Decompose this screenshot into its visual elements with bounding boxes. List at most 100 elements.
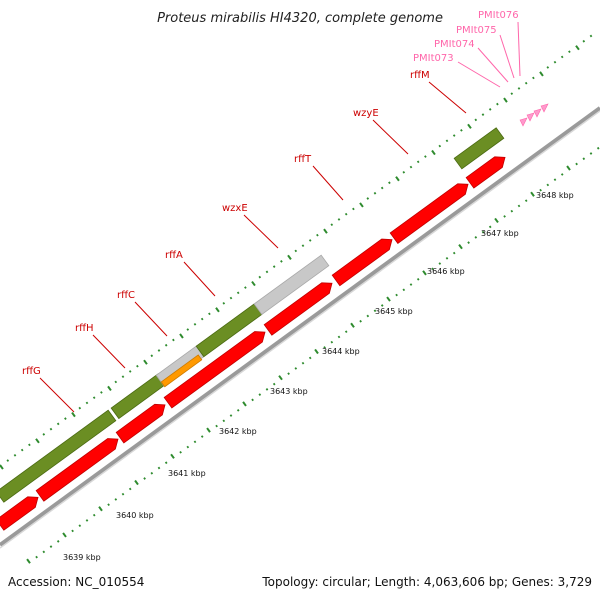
scale-tick xyxy=(229,414,233,417)
cds-track xyxy=(0,156,506,531)
scale-tick xyxy=(244,286,247,289)
scale-tick xyxy=(460,129,463,132)
scale-tick xyxy=(49,427,53,431)
scale-label: 3647 kbp xyxy=(481,229,519,238)
scale-tick xyxy=(287,254,292,260)
scale-tick xyxy=(150,471,154,475)
scale-tick xyxy=(582,157,586,161)
scale-tick xyxy=(532,76,535,80)
scale-tick xyxy=(136,364,139,368)
scale-label-layer: 3639 kbp 3640 kbp 3641 kbp 3642 kbp 3643 kbp… xyxy=(63,191,574,562)
scale-tick xyxy=(589,34,593,38)
scale-tick xyxy=(517,87,521,90)
scale-tick xyxy=(308,356,312,360)
backbone-shadow xyxy=(0,110,600,549)
scale-tick xyxy=(546,183,550,187)
accession-text: Accession: NC_010554 xyxy=(8,575,144,589)
scale-tick xyxy=(164,461,168,465)
scale-tick xyxy=(380,186,384,190)
scale-tick xyxy=(150,354,154,358)
scale-tick xyxy=(409,283,413,286)
scale-tick xyxy=(236,409,240,412)
scale-tick xyxy=(438,144,442,148)
gene-label: rffA xyxy=(165,250,183,261)
scale-tick xyxy=(488,108,492,111)
scale-tick xyxy=(416,160,420,164)
scale-tick xyxy=(42,433,46,436)
gene-feature xyxy=(253,254,330,315)
scale-tick xyxy=(222,301,226,305)
scale-tick xyxy=(186,328,190,331)
scale-tick xyxy=(546,66,550,69)
scale-tick xyxy=(553,60,557,64)
scale-tick xyxy=(494,217,499,224)
scale-tick xyxy=(278,375,283,381)
scale-tick xyxy=(128,487,132,491)
scale-tick xyxy=(215,307,220,313)
gene-track xyxy=(0,127,505,503)
scale-tick xyxy=(78,406,82,410)
scale-tick xyxy=(445,139,449,143)
scale-tick xyxy=(121,375,125,379)
cds-feature xyxy=(263,282,333,336)
scale-tick xyxy=(467,123,472,129)
scale-tick xyxy=(503,97,508,103)
scale-tick xyxy=(301,361,305,365)
scale-tick xyxy=(575,162,578,166)
scale-tick xyxy=(402,170,406,174)
trna-feature xyxy=(540,103,549,113)
gene-feature xyxy=(160,354,203,388)
scale-tick xyxy=(272,265,276,268)
gene-label: PMIt076 xyxy=(478,10,519,21)
scale-tick xyxy=(330,223,334,227)
scale-tick xyxy=(323,228,328,234)
scale-tick xyxy=(350,322,355,328)
scale-tick xyxy=(26,558,31,564)
gene-leader-line xyxy=(372,119,409,155)
gene-leader-line xyxy=(312,165,344,201)
scale-tick xyxy=(524,81,528,85)
scale-tick xyxy=(236,291,240,295)
scale-tick xyxy=(424,155,427,158)
scale-tick xyxy=(62,532,67,538)
scale-tick xyxy=(402,288,406,292)
scale-tick xyxy=(114,380,118,384)
gene-leader-line xyxy=(428,81,467,114)
scale-tick xyxy=(0,464,4,470)
scale-tick xyxy=(452,251,456,255)
scale-tick xyxy=(143,477,146,480)
scale-tick xyxy=(352,207,355,211)
scale-tick xyxy=(85,401,89,405)
gene-leader-line xyxy=(134,301,168,337)
trna-feature xyxy=(533,108,542,118)
scale-tick xyxy=(308,239,312,242)
scale-label: 3648 kbp xyxy=(536,191,574,200)
scale-tick xyxy=(373,191,377,195)
scale-tick xyxy=(359,202,364,208)
gene-label: rffH xyxy=(75,323,94,334)
scale-tick xyxy=(287,372,290,375)
scale-label: 3644 kbp xyxy=(322,347,360,356)
gene-leader-line xyxy=(39,377,75,413)
scale-tick xyxy=(395,176,400,182)
scale-tick xyxy=(553,178,557,182)
cds-feature xyxy=(331,238,393,287)
gene-label: PMIt074 xyxy=(434,39,475,50)
scale-tick xyxy=(517,204,521,208)
cds-feature xyxy=(35,438,119,502)
scale-tick xyxy=(170,453,175,459)
gene-label: wzxE xyxy=(222,203,248,214)
scale-tick xyxy=(193,440,197,444)
gene-leader-line xyxy=(92,334,126,369)
scale-tick xyxy=(344,330,348,334)
gene-label: rffM xyxy=(410,70,430,81)
scale-tick xyxy=(366,197,370,200)
scale-tick xyxy=(380,304,384,307)
scale-tick xyxy=(422,270,427,276)
scale-tick xyxy=(128,370,132,373)
scale-tick xyxy=(100,391,103,394)
scale-tick xyxy=(359,319,362,323)
scale-tick xyxy=(222,419,226,423)
scale-tick xyxy=(157,466,161,470)
scale-tick xyxy=(560,55,564,59)
